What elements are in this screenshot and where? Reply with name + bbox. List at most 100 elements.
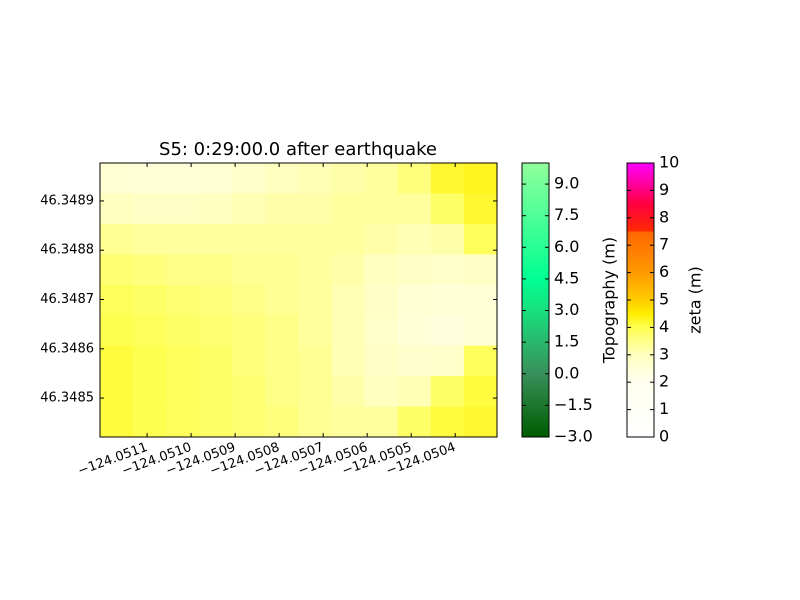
cell xyxy=(298,163,333,194)
cell xyxy=(298,376,333,408)
colorbar-tick-label: 7 xyxy=(659,235,669,254)
cell xyxy=(364,193,399,225)
cell xyxy=(232,315,266,347)
cell xyxy=(199,163,233,194)
cell xyxy=(232,193,266,225)
colorbar xyxy=(626,162,655,438)
cell xyxy=(298,223,333,255)
cell xyxy=(430,406,465,438)
cell xyxy=(463,315,498,347)
colorbar-tick-label: 1.5 xyxy=(554,332,579,351)
cell xyxy=(199,406,233,438)
cell xyxy=(364,163,399,194)
cell xyxy=(166,406,200,438)
cell xyxy=(199,193,233,225)
chart-title: S5: 0:29:00.0 after earthquake xyxy=(159,139,437,160)
colorbar-label: Topography (m) xyxy=(600,237,619,364)
cell xyxy=(100,406,134,438)
cell xyxy=(364,376,399,408)
cell xyxy=(166,193,200,225)
cell xyxy=(100,345,134,377)
cell xyxy=(430,345,465,377)
cell xyxy=(331,345,366,377)
cell xyxy=(133,376,167,408)
cell xyxy=(298,193,333,225)
cell xyxy=(199,376,233,408)
cell xyxy=(166,345,200,377)
colorbar-tick-label: 0 xyxy=(659,427,669,446)
cell xyxy=(397,163,432,194)
cell xyxy=(463,193,498,225)
cell xyxy=(166,376,200,408)
cell xyxy=(430,284,465,316)
cell xyxy=(265,406,299,438)
cell xyxy=(331,315,366,347)
cell xyxy=(133,315,167,347)
cell xyxy=(133,254,167,286)
cell xyxy=(331,284,366,316)
cell xyxy=(331,254,366,286)
colorbar-tick-label: −1.5 xyxy=(554,395,593,414)
cell xyxy=(232,284,266,316)
colorbar-tick-label: 3 xyxy=(659,344,669,363)
cell xyxy=(397,406,432,438)
cell xyxy=(463,163,498,194)
cell xyxy=(397,345,432,377)
cell xyxy=(463,376,498,408)
cell xyxy=(265,284,299,316)
y-tick-label: 46.3487 xyxy=(40,292,94,307)
cell xyxy=(463,345,498,377)
cell xyxy=(397,284,432,316)
cell xyxy=(265,345,299,377)
cell xyxy=(397,376,432,408)
cell xyxy=(232,163,266,194)
colorbar xyxy=(521,162,550,438)
cell xyxy=(100,284,134,316)
cell xyxy=(166,163,200,194)
cell xyxy=(265,193,299,225)
cell xyxy=(100,223,134,255)
colorbar-tick-label: 4 xyxy=(659,317,669,336)
colorbar-tick-label: 9.0 xyxy=(554,174,579,193)
cell xyxy=(265,376,299,408)
colorbar-tick-label: 8 xyxy=(659,207,669,226)
cell xyxy=(364,345,399,377)
cell xyxy=(463,406,498,438)
cell xyxy=(133,406,167,438)
cell xyxy=(298,345,333,377)
colorbar-tick-label: 5 xyxy=(659,290,669,309)
cell xyxy=(430,315,465,347)
cell xyxy=(199,345,233,377)
cell xyxy=(430,163,465,194)
cell xyxy=(298,284,333,316)
cell xyxy=(133,284,167,316)
cell xyxy=(265,223,299,255)
cell xyxy=(232,254,266,286)
cell xyxy=(133,345,167,377)
cell xyxy=(265,254,299,286)
cell xyxy=(133,193,167,225)
cell xyxy=(430,193,465,225)
colorbar-tick-label: 6 xyxy=(659,262,669,281)
cell xyxy=(100,376,134,408)
y-tick-label: 46.3486 xyxy=(40,341,94,356)
cell xyxy=(232,345,266,377)
cell xyxy=(364,254,399,286)
cell xyxy=(397,193,432,225)
colorbar-tick-label: 9 xyxy=(659,180,669,199)
cell xyxy=(430,376,465,408)
cell xyxy=(232,223,266,255)
colorbar-tick-label: 6.0 xyxy=(554,237,579,256)
cell xyxy=(232,376,266,408)
cell xyxy=(463,284,498,316)
cell xyxy=(166,254,200,286)
cell xyxy=(265,163,299,194)
cell xyxy=(133,223,167,255)
y-tick-label: 46.3488 xyxy=(40,243,94,258)
colorbar-tick-label: 4.5 xyxy=(554,268,579,287)
colorbar-tick-label: 2 xyxy=(659,372,669,391)
cell xyxy=(166,284,200,316)
cell xyxy=(364,284,399,316)
y-tick-label: 46.3485 xyxy=(40,391,94,406)
cell xyxy=(166,223,200,255)
